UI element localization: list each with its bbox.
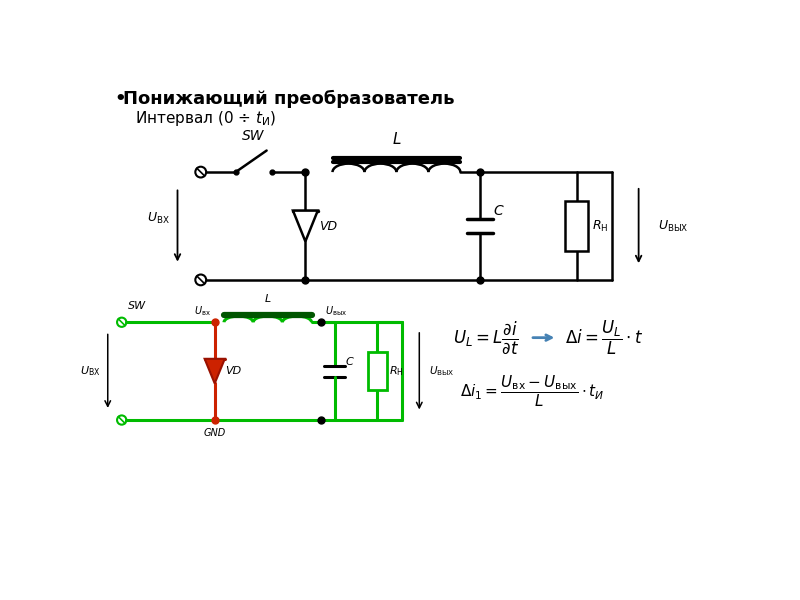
Text: $U_\mathrm{ВЫХ}$: $U_\mathrm{ВЫХ}$	[430, 364, 455, 378]
Text: •: •	[114, 90, 126, 108]
Text: L: L	[392, 133, 401, 148]
Text: $\Delta i = \dfrac{U_L}{L} \cdot t$: $\Delta i = \dfrac{U_L}{L} \cdot t$	[565, 319, 643, 357]
Text: GND: GND	[203, 428, 226, 438]
Text: $\Delta i_1 = \dfrac{U_\mathrm{вх} - U_\mathrm{вых}}{L} \cdot t_И$: $\Delta i_1 = \dfrac{U_\mathrm{вх} - U_\…	[460, 374, 605, 409]
Text: $U_\mathrm{ВХ}$: $U_\mathrm{ВХ}$	[81, 364, 101, 378]
FancyBboxPatch shape	[368, 352, 386, 391]
Polygon shape	[293, 211, 318, 241]
Text: Интервал (0 ÷ $t_\mathrm{И}$): Интервал (0 ÷ $t_\mathrm{И}$)	[135, 109, 276, 128]
FancyBboxPatch shape	[565, 201, 588, 251]
Text: SW: SW	[242, 129, 265, 143]
Text: SW: SW	[128, 301, 146, 311]
Text: $U_\mathrm{BX}$: $U_\mathrm{BX}$	[146, 211, 170, 226]
Text: $U_L = L\dfrac{\partial i}{\partial t}$: $U_L = L\dfrac{\partial i}{\partial t}$	[453, 319, 519, 356]
Text: $R_\mathrm{H}$: $R_\mathrm{H}$	[389, 364, 404, 378]
Text: $R_\mathrm{H}$: $R_\mathrm{H}$	[592, 218, 609, 233]
Text: VD: VD	[319, 220, 338, 232]
Text: $U_\mathrm{ВЫХ}$: $U_\mathrm{ВЫХ}$	[658, 218, 689, 233]
Text: C: C	[494, 203, 503, 218]
Text: VD: VD	[226, 366, 242, 376]
Text: Понижающий преобразователь: Понижающий преобразователь	[123, 90, 454, 108]
Polygon shape	[205, 359, 225, 383]
Text: C: C	[346, 357, 354, 367]
Text: $U_\mathrm{вых}$: $U_\mathrm{вых}$	[325, 305, 347, 319]
Text: $U_\mathrm{вх}$: $U_\mathrm{вх}$	[194, 305, 211, 319]
Text: L: L	[265, 294, 271, 304]
